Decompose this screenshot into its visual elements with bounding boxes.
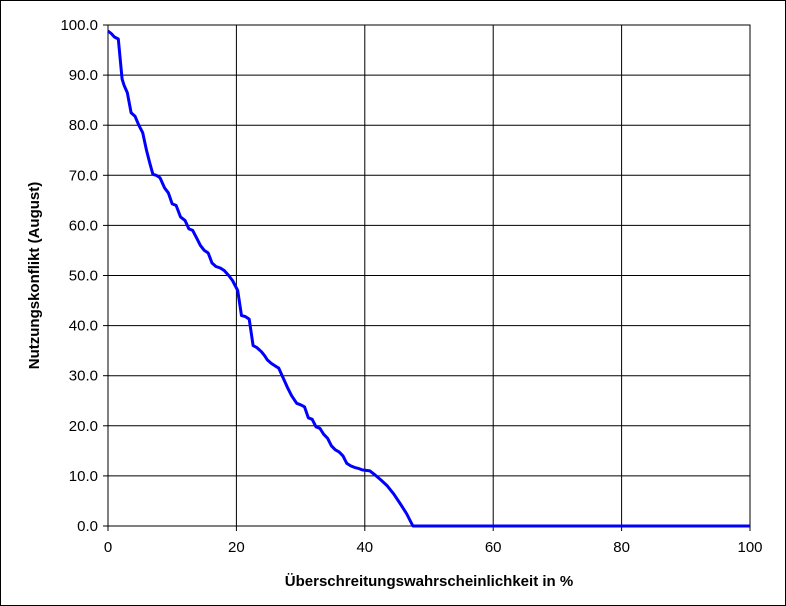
y-tick-label: 50.0 [69,268,98,285]
grid [108,25,750,526]
series-line-0 [107,29,750,528]
x-tick-label: 100 [737,539,762,556]
y-tick-label: 40.0 [69,318,98,335]
x-axis-ticks: 0 20 40 60 80 100 [104,526,763,556]
y-tick-label: 80.0 [69,117,98,134]
x-tick-label: 0 [104,539,112,556]
x-tick-label: 40 [356,539,373,556]
x-axis-title: Überschreitungswahrscheinlichkeit in % [285,573,573,590]
series-group [107,29,750,528]
y-axis-title: Nutzungskonflikt (August) [26,182,43,369]
y-tick-label: 20.0 [69,418,98,435]
x-tick-label: 20 [228,539,245,556]
x-tick-label: 80 [613,539,630,556]
y-tick-label: 70.0 [69,167,98,184]
x-tick-label: 60 [485,539,502,556]
y-tick-label: 60.0 [69,217,98,234]
y-tick-label: 10.0 [69,468,98,485]
y-tick-label: 30.0 [69,368,98,385]
y-axis-ticks: 0.0 10.0 20.0 30.0 40.0 50.0 60.0 70.0 80.0 90.0 1… [60,17,108,535]
y-tick-label: 0.0 [77,518,98,535]
y-tick-label: 90.0 [69,67,98,84]
y-tick-label: 100.0 [60,17,98,34]
